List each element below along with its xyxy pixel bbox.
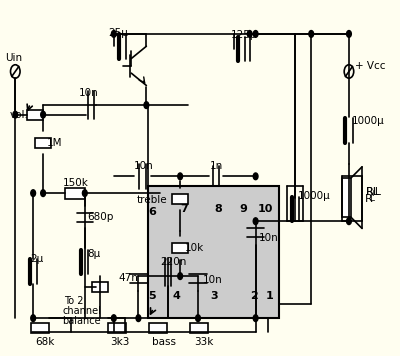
- Circle shape: [178, 273, 182, 279]
- Circle shape: [346, 31, 351, 37]
- Circle shape: [247, 31, 252, 37]
- Text: + Vcc: + Vcc: [355, 61, 386, 71]
- Text: 220n: 220n: [160, 257, 187, 267]
- Text: 6: 6: [148, 206, 156, 217]
- Text: vol.: vol.: [9, 110, 28, 120]
- Circle shape: [41, 111, 46, 118]
- Text: 10n: 10n: [203, 275, 222, 285]
- FancyBboxPatch shape: [31, 323, 49, 333]
- Circle shape: [112, 315, 116, 321]
- FancyBboxPatch shape: [172, 243, 188, 253]
- Text: Uin: Uin: [5, 53, 22, 63]
- Text: RⱼL: RⱼL: [366, 187, 382, 197]
- FancyBboxPatch shape: [172, 194, 188, 204]
- Circle shape: [144, 102, 149, 109]
- Text: 1M: 1M: [47, 138, 62, 148]
- Text: 1000µ: 1000µ: [297, 191, 330, 201]
- Text: To 2: To 2: [64, 296, 83, 307]
- Text: bass: bass: [152, 337, 176, 347]
- Text: 10n: 10n: [79, 88, 98, 98]
- Text: 10n: 10n: [259, 233, 278, 243]
- Circle shape: [31, 190, 36, 197]
- Text: 3k3: 3k3: [110, 337, 129, 347]
- Circle shape: [178, 173, 182, 180]
- Text: channel: channel: [62, 306, 101, 316]
- Text: 9: 9: [240, 204, 248, 214]
- Circle shape: [253, 218, 258, 225]
- Text: L: L: [370, 194, 375, 203]
- Text: 4: 4: [172, 291, 180, 301]
- Circle shape: [253, 173, 258, 180]
- Text: 33k: 33k: [194, 337, 214, 347]
- Text: 10k: 10k: [185, 243, 204, 253]
- Text: 150k: 150k: [63, 178, 89, 188]
- Circle shape: [82, 190, 87, 197]
- Text: 2: 2: [250, 291, 258, 301]
- Text: 1000µ: 1000µ: [352, 116, 384, 126]
- Text: 125µ: 125µ: [231, 30, 258, 40]
- Text: 1: 1: [266, 291, 273, 301]
- Text: 7: 7: [180, 204, 188, 214]
- Text: 10n: 10n: [134, 161, 154, 171]
- Text: 25µ: 25µ: [108, 28, 128, 38]
- Text: 8µ: 8µ: [88, 249, 101, 259]
- Text: 680p: 680p: [87, 212, 113, 222]
- Circle shape: [309, 31, 314, 37]
- Text: balance: balance: [62, 316, 101, 326]
- FancyBboxPatch shape: [342, 178, 351, 217]
- FancyBboxPatch shape: [92, 282, 108, 292]
- FancyBboxPatch shape: [190, 323, 208, 333]
- Circle shape: [13, 111, 18, 118]
- Circle shape: [41, 190, 46, 197]
- Circle shape: [253, 315, 258, 321]
- Text: 8: 8: [214, 204, 222, 214]
- Text: 10: 10: [258, 204, 273, 214]
- Text: 5: 5: [148, 291, 156, 301]
- Text: 1n: 1n: [210, 161, 223, 171]
- Circle shape: [196, 315, 200, 321]
- FancyBboxPatch shape: [108, 323, 126, 333]
- Text: 3: 3: [210, 291, 218, 301]
- Circle shape: [136, 315, 141, 321]
- Text: 68k: 68k: [35, 337, 54, 347]
- FancyBboxPatch shape: [65, 188, 85, 199]
- Text: 2µ: 2µ: [30, 254, 43, 264]
- FancyBboxPatch shape: [149, 323, 167, 333]
- Circle shape: [112, 31, 116, 37]
- Circle shape: [253, 31, 258, 37]
- Text: R: R: [365, 194, 372, 204]
- Text: RL: RL: [366, 187, 380, 197]
- Circle shape: [346, 218, 351, 225]
- Text: treble: treble: [136, 195, 167, 205]
- FancyBboxPatch shape: [35, 138, 52, 148]
- FancyBboxPatch shape: [27, 110, 43, 120]
- Circle shape: [31, 315, 36, 321]
- Text: 47n: 47n: [118, 273, 138, 283]
- FancyBboxPatch shape: [148, 187, 280, 318]
